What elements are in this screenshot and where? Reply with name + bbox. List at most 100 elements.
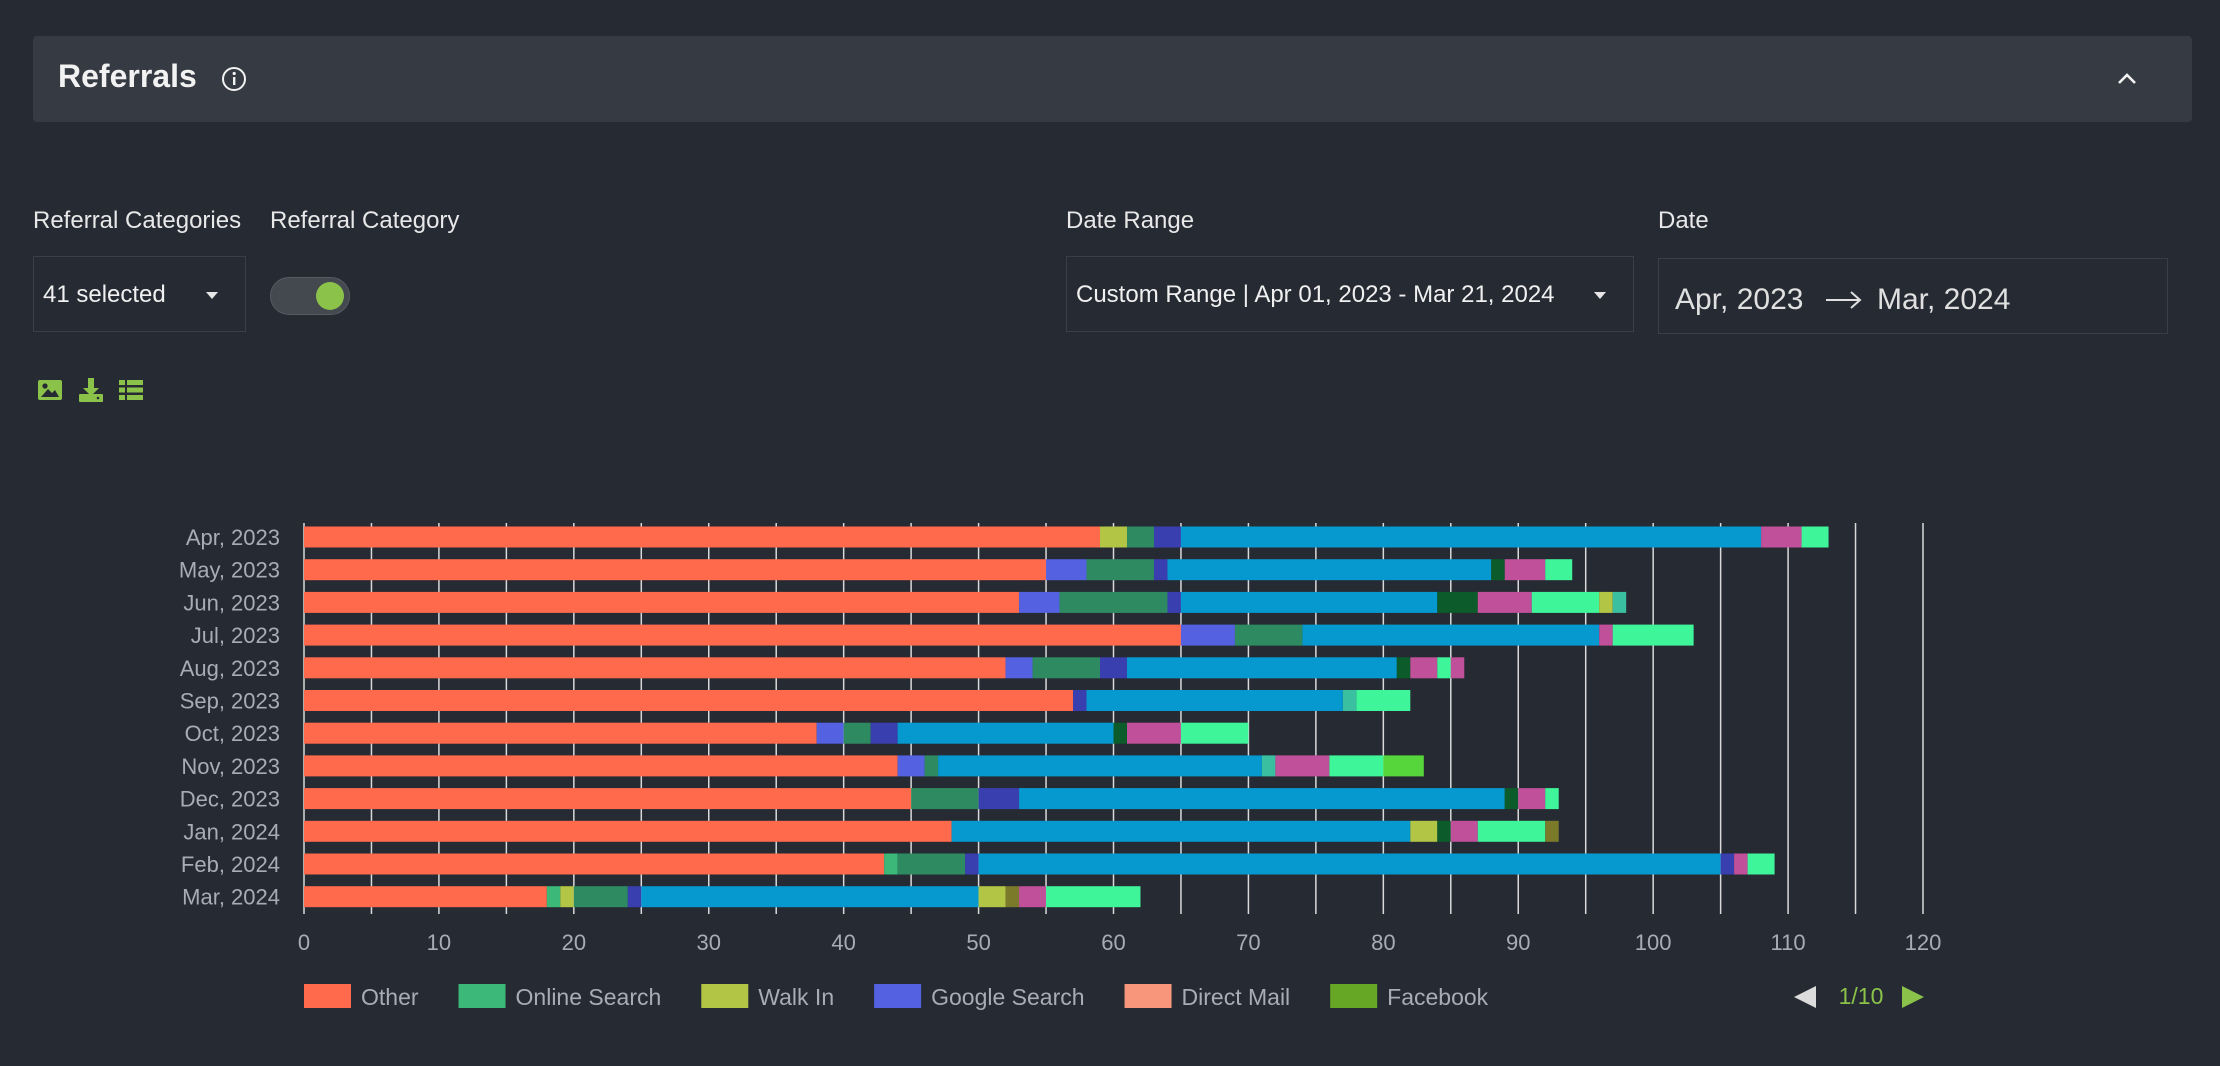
referral-category-toggle[interactable] bbox=[270, 277, 350, 315]
bar-segment[interactable] bbox=[1491, 559, 1505, 581]
bar-segment[interactable] bbox=[304, 657, 1006, 679]
bar-segment[interactable] bbox=[1437, 657, 1451, 679]
bar-segment[interactable] bbox=[573, 886, 628, 908]
bar-segment[interactable] bbox=[1086, 559, 1154, 581]
bar-segment[interactable] bbox=[1113, 722, 1127, 744]
bar-segment[interactable] bbox=[1504, 788, 1519, 810]
legend-item[interactable]: Facebook bbox=[1330, 984, 1489, 1010]
bar-segment[interactable] bbox=[1356, 690, 1411, 711]
bar-segment[interactable] bbox=[911, 788, 979, 810]
date-to[interactable]: Mar, 2024 bbox=[1877, 283, 2011, 316]
bar-segment[interactable] bbox=[304, 624, 1181, 646]
bar-segment[interactable] bbox=[1275, 755, 1330, 777]
download-icon[interactable] bbox=[78, 377, 104, 403]
bar-segment[interactable] bbox=[1612, 624, 1694, 646]
bar-segment[interactable] bbox=[304, 526, 1101, 548]
bar-segment[interactable] bbox=[1100, 657, 1127, 679]
legend-next-icon[interactable] bbox=[1902, 986, 1924, 1008]
bar-segment[interactable] bbox=[1302, 624, 1600, 646]
bar-segment[interactable] bbox=[1450, 820, 1478, 842]
bar-segment[interactable] bbox=[1545, 788, 1559, 810]
bar-segment[interactable] bbox=[1073, 690, 1087, 711]
bar-segment[interactable] bbox=[1261, 755, 1276, 777]
date-range-select[interactable]: Custom Range | Apr 01, 2023 - Mar 21, 20… bbox=[1066, 256, 1634, 332]
info-icon[interactable] bbox=[221, 66, 247, 92]
legend-item[interactable]: Online Search bbox=[458, 984, 662, 1010]
bar-segment[interactable] bbox=[627, 886, 642, 908]
bar-segment[interactable] bbox=[1545, 559, 1573, 581]
bar-segment[interactable] bbox=[1531, 591, 1600, 613]
bar-segment[interactable] bbox=[924, 755, 939, 777]
legend-item[interactable]: Google Search bbox=[874, 984, 1085, 1010]
bar-segment[interactable] bbox=[884, 853, 898, 875]
bar-segment[interactable] bbox=[1126, 722, 1181, 744]
bar-segment[interactable] bbox=[897, 755, 925, 777]
referral-categories-select[interactable]: 41 selected bbox=[33, 256, 246, 332]
bar-segment[interactable] bbox=[641, 886, 979, 908]
bar-segment[interactable] bbox=[951, 820, 1411, 842]
bar-segment[interactable] bbox=[1383, 755, 1424, 777]
bar-segment[interactable] bbox=[1545, 820, 1559, 842]
bar-segment[interactable] bbox=[304, 788, 912, 810]
bar-segment[interactable] bbox=[304, 690, 1074, 711]
bar-segment[interactable] bbox=[1180, 624, 1235, 646]
bar-segment[interactable] bbox=[978, 853, 1721, 875]
bar-segment[interactable] bbox=[978, 788, 1020, 810]
bar-segment[interactable] bbox=[1329, 755, 1384, 777]
bar-segment[interactable] bbox=[1437, 591, 1478, 613]
bar-segment[interactable] bbox=[1167, 559, 1492, 581]
bar-segment[interactable] bbox=[897, 722, 1114, 744]
date-picker[interactable]: Apr, 2023 Mar, 2024 bbox=[1658, 258, 2168, 334]
date-from[interactable]: Apr, 2023 bbox=[1675, 283, 1804, 316]
bar-segment[interactable] bbox=[1100, 526, 1127, 548]
bar-segment[interactable] bbox=[1059, 591, 1168, 613]
legend-item[interactable]: Other bbox=[304, 984, 419, 1010]
bar-segment[interactable] bbox=[1477, 820, 1546, 842]
chevron-up-icon[interactable] bbox=[2114, 66, 2140, 92]
bar-segment[interactable] bbox=[938, 755, 1262, 777]
bar-segment[interactable] bbox=[1234, 624, 1303, 646]
image-icon[interactable] bbox=[37, 377, 63, 403]
bar-segment[interactable] bbox=[546, 886, 561, 908]
bar-segment[interactable] bbox=[843, 722, 871, 744]
bar-segment[interactable] bbox=[1126, 657, 1397, 679]
bar-segment[interactable] bbox=[1046, 886, 1141, 908]
bar-segment[interactable] bbox=[1612, 591, 1627, 613]
bar-segment[interactable] bbox=[1019, 886, 1047, 908]
bar-segment[interactable] bbox=[1396, 657, 1411, 679]
bar-segment[interactable] bbox=[304, 853, 885, 875]
bar-segment[interactable] bbox=[1046, 559, 1087, 581]
bar-segment[interactable] bbox=[1126, 526, 1154, 548]
bar-segment[interactable] bbox=[1342, 690, 1357, 711]
bar-segment[interactable] bbox=[1032, 657, 1101, 679]
bar-segment[interactable] bbox=[1437, 820, 1451, 842]
bar-segment[interactable] bbox=[560, 886, 574, 908]
bar-segment[interactable] bbox=[897, 853, 966, 875]
legend-item[interactable]: Direct Mail bbox=[1124, 984, 1291, 1010]
bar-segment[interactable] bbox=[1019, 591, 1060, 613]
bar-segment[interactable] bbox=[304, 755, 898, 777]
bar-segment[interactable] bbox=[1410, 820, 1438, 842]
bar-segment[interactable] bbox=[1599, 624, 1613, 646]
bar-segment[interactable] bbox=[304, 722, 817, 744]
bar-segment[interactable] bbox=[1599, 591, 1613, 613]
bar-segment[interactable] bbox=[1477, 591, 1532, 613]
bar-segment[interactable] bbox=[1167, 591, 1181, 613]
bar-segment[interactable] bbox=[965, 853, 979, 875]
bar-segment[interactable] bbox=[1801, 526, 1829, 548]
bar-segment[interactable] bbox=[304, 820, 952, 842]
bar-segment[interactable] bbox=[978, 886, 1006, 908]
bar-segment[interactable] bbox=[1410, 657, 1438, 679]
bar-segment[interactable] bbox=[1747, 853, 1775, 875]
bar-segment[interactable] bbox=[304, 591, 1020, 613]
bar-segment[interactable] bbox=[1450, 657, 1465, 679]
legend-prev-icon[interactable] bbox=[1794, 986, 1816, 1008]
list-icon[interactable] bbox=[118, 377, 144, 403]
bar-segment[interactable] bbox=[304, 559, 1047, 581]
bar-segment[interactable] bbox=[304, 886, 547, 908]
bar-segment[interactable] bbox=[1518, 788, 1546, 810]
bar-segment[interactable] bbox=[816, 722, 844, 744]
bar-segment[interactable] bbox=[870, 722, 898, 744]
bar-segment[interactable] bbox=[1180, 591, 1438, 613]
bar-segment[interactable] bbox=[1504, 559, 1546, 581]
